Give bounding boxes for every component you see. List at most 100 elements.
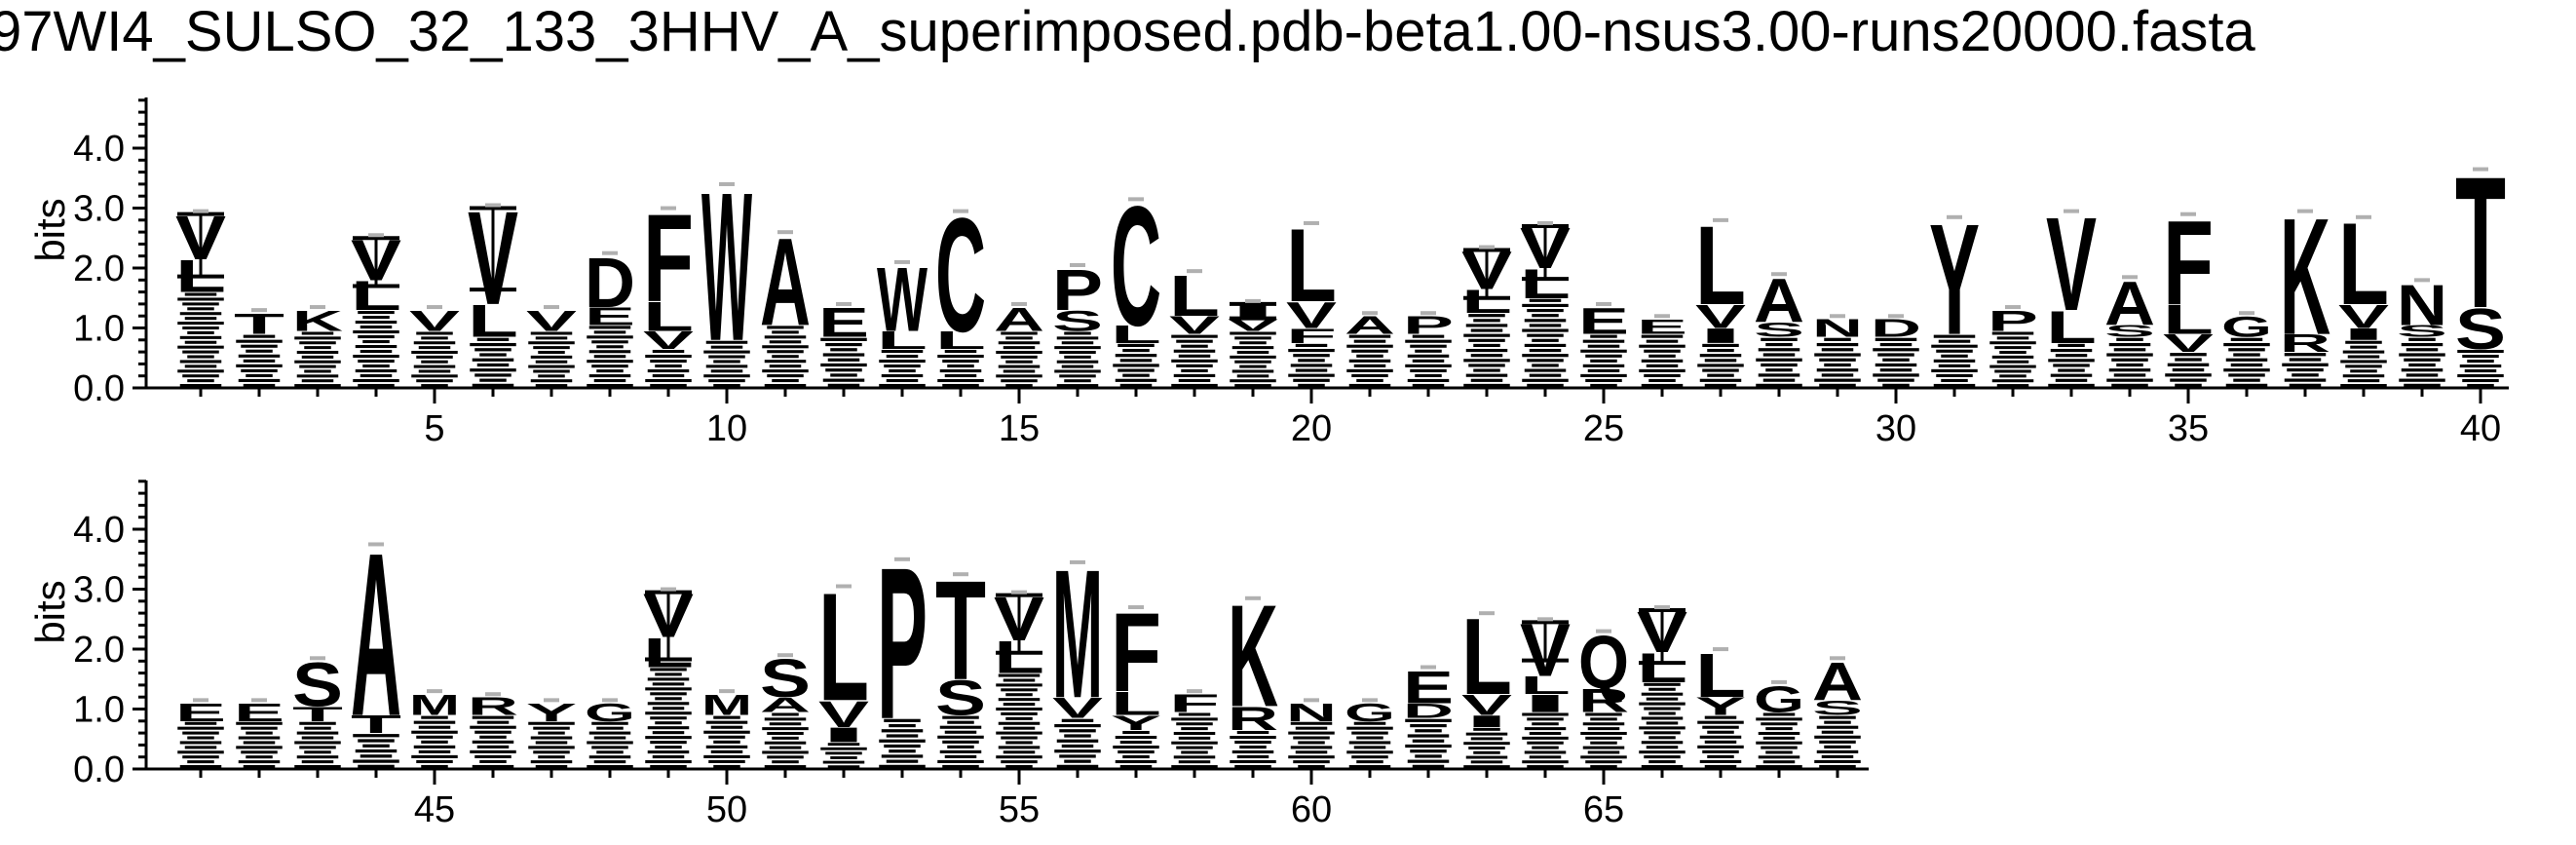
minor-residue-band	[1353, 364, 1386, 367]
minor-residue-band	[1580, 373, 1627, 377]
minor-residue-band	[1056, 739, 1099, 743]
height-marker	[1713, 647, 1728, 652]
minor-residue-band	[476, 337, 510, 341]
minor-residue-band	[294, 741, 341, 745]
minor-residue-band	[353, 378, 399, 383]
minor-residue-band	[533, 750, 570, 754]
minor-residue-band	[177, 345, 224, 349]
minor-residue-band	[538, 731, 565, 735]
logo-column: W	[701, 148, 752, 388]
minor-residue-band	[942, 764, 979, 769]
minor-residue-band	[1994, 369, 2031, 373]
minor-residue-band	[1465, 348, 1508, 353]
logo-column: SA	[1812, 652, 1863, 769]
logo-column: A	[994, 300, 1044, 388]
minor-residue-band	[1115, 378, 1157, 382]
minor-residue-band	[593, 760, 626, 764]
height-marker	[836, 584, 852, 589]
minor-residue-band	[937, 735, 984, 739]
logo-column: T	[234, 308, 284, 388]
minor-residue-band	[587, 383, 633, 388]
minor-residue-band	[1816, 725, 1859, 729]
minor-residue-band	[296, 755, 339, 759]
minor-residue-band	[1765, 342, 1793, 347]
logo-letter: V	[2046, 191, 2097, 339]
x-tick-label: 10	[706, 408, 747, 449]
minor-residue-band	[2292, 373, 2319, 377]
height-marker	[544, 698, 559, 703]
minor-residue-band	[2284, 378, 2327, 382]
minor-residue-band	[772, 736, 799, 740]
minor-residue-band	[1234, 360, 1271, 364]
logo-letter: S	[2104, 322, 2155, 340]
minor-residue-band	[587, 360, 633, 364]
minor-residue-band	[998, 746, 1041, 749]
minor-residue-band	[294, 765, 341, 769]
logo-letter: V	[1286, 294, 1337, 336]
minor-residue-band	[2404, 358, 2441, 362]
minor-residue-band	[1762, 378, 1796, 382]
logo-letter: S	[935, 670, 986, 725]
minor-residue-band	[2457, 349, 2504, 354]
minor-residue-band	[2340, 384, 2387, 388]
minor-residue-band	[1814, 353, 1861, 357]
minor-residue-band	[1524, 319, 1567, 323]
y-axis-title-row2: bits	[27, 580, 73, 643]
minor-residue-band	[1001, 379, 1038, 383]
logo-letter: A	[351, 504, 401, 764]
minor-residue-band	[2282, 363, 2329, 366]
minor-residue-band	[947, 720, 974, 724]
minor-residue-band	[1463, 742, 1510, 746]
x-tick-label: 65	[1583, 789, 1624, 830]
minor-residue-band	[182, 731, 219, 735]
minor-residue-band	[703, 374, 750, 378]
minor-residue-band	[530, 331, 573, 335]
minor-residue-band	[655, 364, 682, 368]
minor-residue-band	[1529, 731, 1562, 735]
minor-residue-band	[184, 317, 217, 321]
minor-residue-band	[587, 741, 633, 745]
minor-residue-band	[421, 715, 448, 719]
minor-residue-band	[772, 330, 799, 334]
minor-residue-band	[1176, 722, 1213, 726]
minor-residue-band	[2167, 363, 2210, 366]
minor-residue-band	[1529, 324, 1562, 327]
minor-residue-band	[827, 765, 860, 769]
minor-residue-band	[1758, 348, 1800, 352]
minor-residue-band	[1353, 746, 1386, 749]
minor-residue-band	[942, 715, 979, 719]
minor-residue-band	[241, 726, 278, 730]
minor-residue-band	[2347, 379, 2380, 383]
logo-letter: T	[935, 552, 986, 710]
minor-residue-band	[703, 754, 750, 758]
height-marker	[251, 698, 267, 703]
minor-residue-band	[1115, 759, 1157, 764]
minor-residue-band	[535, 336, 568, 340]
minor-residue-band	[353, 354, 399, 359]
minor-residue-band	[362, 744, 390, 748]
minor-residue-band	[944, 373, 977, 378]
logo-letter: M	[701, 689, 752, 722]
minor-residue-band	[296, 374, 339, 378]
minor-residue-band	[1699, 378, 1742, 382]
minor-residue-band	[1234, 740, 1271, 745]
minor-residue-band	[1580, 731, 1627, 735]
logo-letter: S	[2455, 296, 2506, 362]
minor-residue-band	[645, 378, 692, 383]
logo-letter: A	[760, 213, 811, 353]
minor-residue-band	[1527, 308, 1564, 313]
height-marker	[836, 301, 852, 306]
minor-residue-band	[998, 721, 1041, 725]
minor-residue-band	[1351, 349, 1388, 353]
minor-residue-band	[1178, 354, 1211, 358]
y-tick-label: 0.0	[73, 749, 125, 790]
minor-residue-band	[645, 736, 692, 740]
logo-letter: K	[1228, 574, 1278, 737]
height-marker	[368, 233, 384, 238]
minor-residue-band	[1054, 723, 1101, 728]
minor-residue-band	[937, 378, 984, 383]
logo-letter: Q	[1578, 620, 1629, 704]
minor-residue-band	[822, 353, 865, 357]
minor-residue-band	[416, 355, 453, 359]
minor-residue-band	[1468, 314, 1505, 318]
